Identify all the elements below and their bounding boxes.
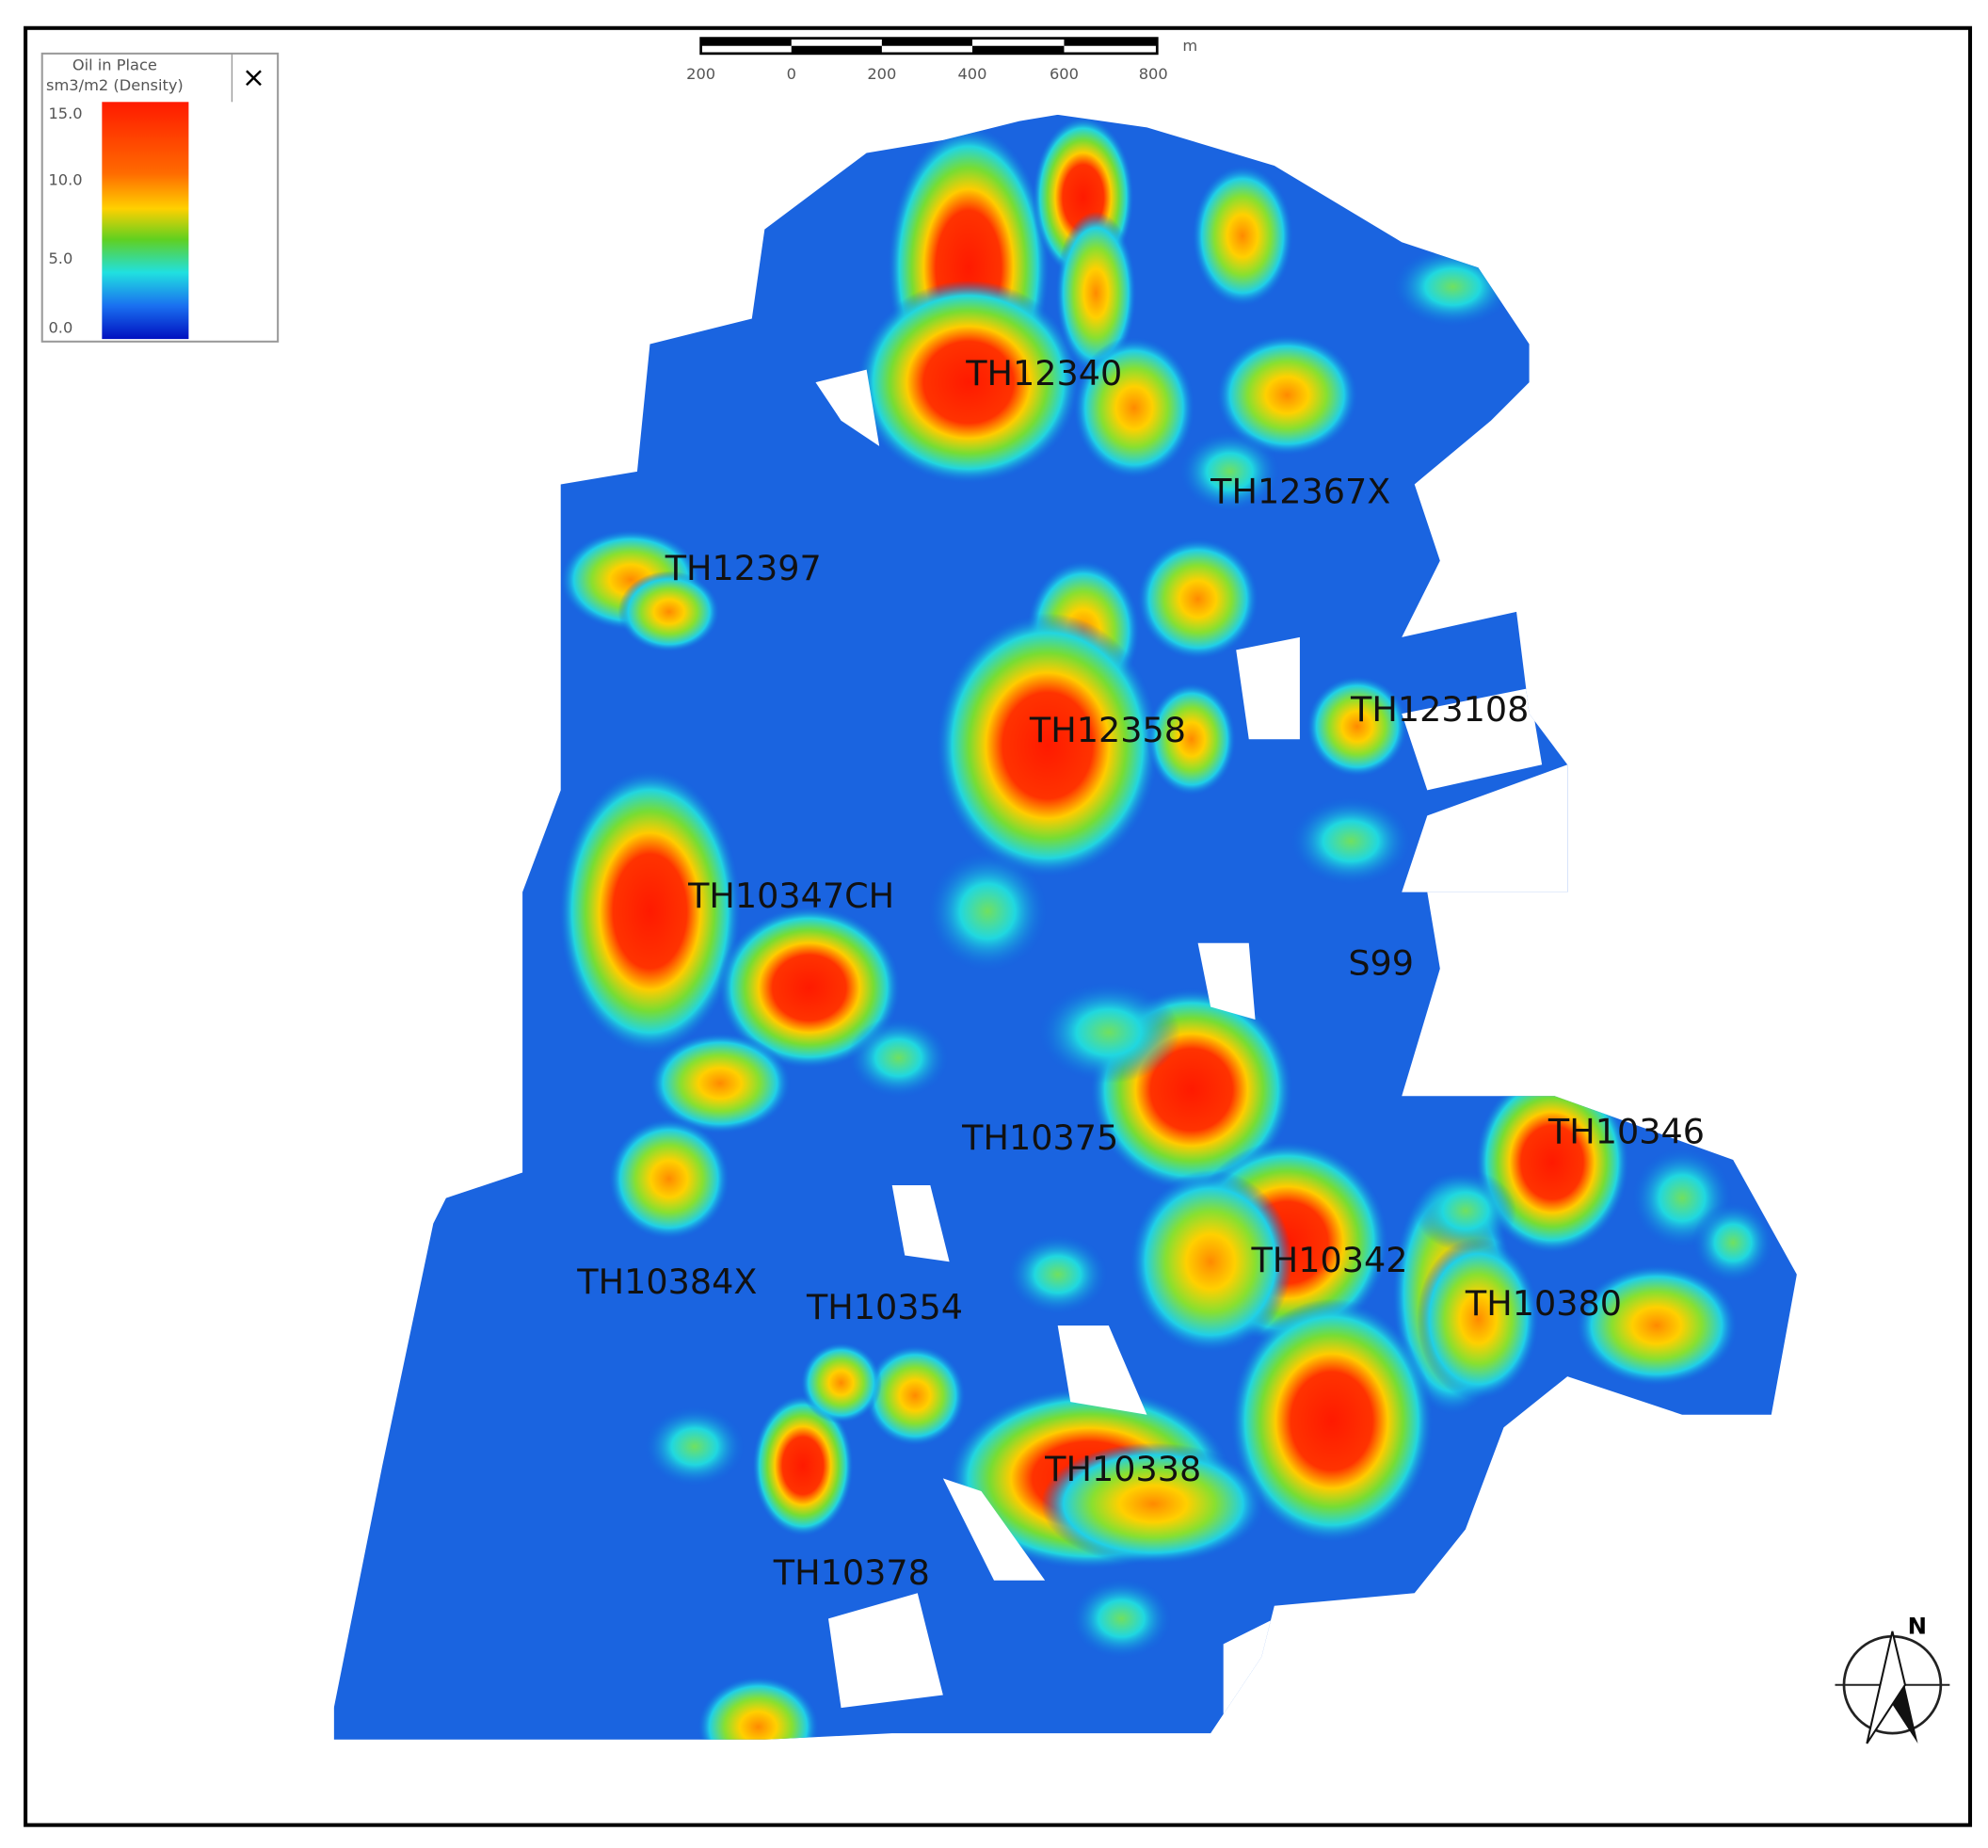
density-blob xyxy=(863,1344,967,1447)
north-arrow: N xyxy=(1835,1613,1950,1744)
density-blob xyxy=(558,768,742,1054)
density-blob xyxy=(847,1017,950,1099)
well-label: TH12367X xyxy=(1210,472,1390,512)
scale-bar: 200 0 200 400 600 800 m xyxy=(686,37,1197,83)
legend-tick: 0.0 xyxy=(48,318,72,336)
density-blob xyxy=(1070,1577,1173,1660)
density-blob xyxy=(1146,682,1237,796)
density-blob xyxy=(1041,1442,1266,1566)
well-label: TH12397 xyxy=(665,548,822,588)
well-label: TH12358 xyxy=(1029,710,1186,750)
well-label: TH10338 xyxy=(1044,1449,1201,1489)
density-blob xyxy=(1054,211,1137,376)
well-label: TH12340 xyxy=(965,353,1122,394)
density-blob xyxy=(1006,1233,1109,1316)
density-blob xyxy=(717,906,902,1069)
density-blob xyxy=(1129,1169,1292,1354)
density-blob xyxy=(1178,430,1281,513)
north-label: N xyxy=(1908,1613,1927,1640)
density-blob xyxy=(607,1117,730,1241)
density-blob xyxy=(751,1394,855,1537)
density-blob xyxy=(697,1676,820,1740)
density-blob xyxy=(1072,336,1195,480)
density-blob xyxy=(1417,1237,1540,1401)
density-blob xyxy=(1136,538,1259,661)
well-label: TH10346 xyxy=(1547,1111,1705,1151)
well-label: TH10347CH xyxy=(687,876,894,916)
scale-unit: m xyxy=(1182,37,1197,55)
scale-label: 0 xyxy=(787,65,796,83)
density-blob xyxy=(800,1342,882,1424)
density-blob xyxy=(1290,795,1413,887)
density-blob xyxy=(617,570,720,653)
well-label: TH123108 xyxy=(1350,689,1529,730)
legend-tick: 5.0 xyxy=(48,249,72,267)
scale-label: 600 xyxy=(1050,65,1079,83)
density-blob xyxy=(643,1406,746,1487)
density-blob xyxy=(1215,333,1359,457)
well-label: TH10342 xyxy=(1250,1240,1407,1280)
density-blob xyxy=(649,1032,792,1134)
density-blob xyxy=(1229,1298,1435,1544)
color-bar xyxy=(102,102,189,340)
scale-label: 800 xyxy=(1139,65,1168,83)
legend-title: sm3/m2 (Density) xyxy=(46,76,184,94)
density-blob xyxy=(1306,675,1408,778)
density-blob xyxy=(1575,1263,1739,1387)
well-label: TH10375 xyxy=(961,1117,1118,1158)
well-label: TH10380 xyxy=(1465,1283,1622,1324)
well-label: TH10378 xyxy=(773,1552,930,1593)
well-labels: TH12340 TH12367X TH12397 TH123108 TH1235… xyxy=(576,353,1705,1593)
close-button[interactable]: × xyxy=(242,61,265,94)
density-blob xyxy=(926,849,1050,972)
legend-title: Oil in Place xyxy=(72,56,157,73)
density-blob xyxy=(1037,981,1180,1084)
legend-tick: 15.0 xyxy=(48,104,82,122)
density-blob xyxy=(1414,1169,1517,1252)
density-blob xyxy=(1191,164,1294,308)
well-label: TH10384X xyxy=(576,1261,757,1302)
well-label: TH10354 xyxy=(806,1287,963,1327)
density-blob xyxy=(1691,1201,1774,1284)
well-label: S99 xyxy=(1348,943,1414,984)
density-blob xyxy=(935,613,1160,878)
legend-tick: 10.0 xyxy=(48,170,82,188)
scale-label: 200 xyxy=(686,65,715,83)
density-blob xyxy=(856,280,1082,485)
scale-label: 200 xyxy=(867,65,896,83)
legend: Oil in Place sm3/m2 (Density) × 15.0 10.… xyxy=(40,52,280,343)
scale-label: 400 xyxy=(957,65,986,83)
